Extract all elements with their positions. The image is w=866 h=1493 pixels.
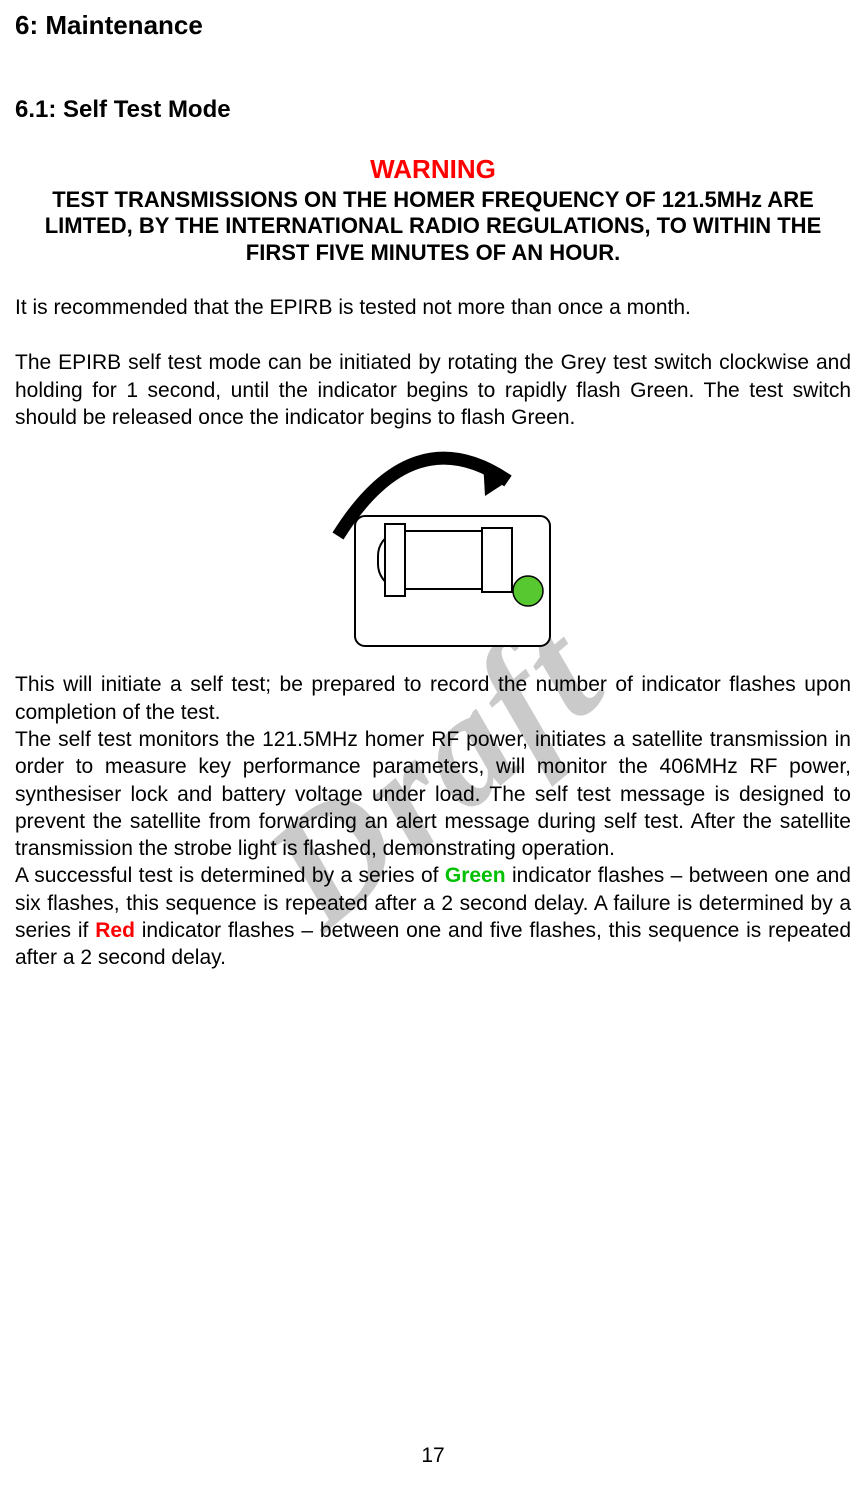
recommendation-paragraph: It is recommended that the EPIRB is test… (15, 294, 851, 321)
rotate-switch-svg (283, 436, 583, 661)
warning-body: TEST TRANSMISSIONS ON THE HOMER FREQUENC… (15, 187, 851, 266)
monitor-paragraph: The self test monitors the 121.5MHz home… (15, 726, 851, 862)
result-seg3: indicator flashes – between one and five… (15, 919, 851, 969)
initiate-test-paragraph: This will initiate a self test; be prepa… (15, 671, 851, 726)
page-number: 17 (421, 1444, 444, 1468)
red-word: Red (95, 919, 135, 942)
warning-title: WARNING (15, 154, 851, 185)
self-test-init-paragraph: The EPIRB self test mode can be initiate… (15, 349, 851, 431)
result-seg1: A successful test is determined by a ser… (15, 864, 445, 887)
switch-diagram (15, 436, 851, 661)
indicator-led (513, 576, 543, 606)
green-word: Green (445, 864, 506, 887)
result-paragraph: A successful test is determined by a ser… (15, 862, 851, 971)
section-heading: 6: Maintenance (15, 10, 851, 41)
subsection-heading: 6.1: Self Test Mode (15, 96, 851, 124)
